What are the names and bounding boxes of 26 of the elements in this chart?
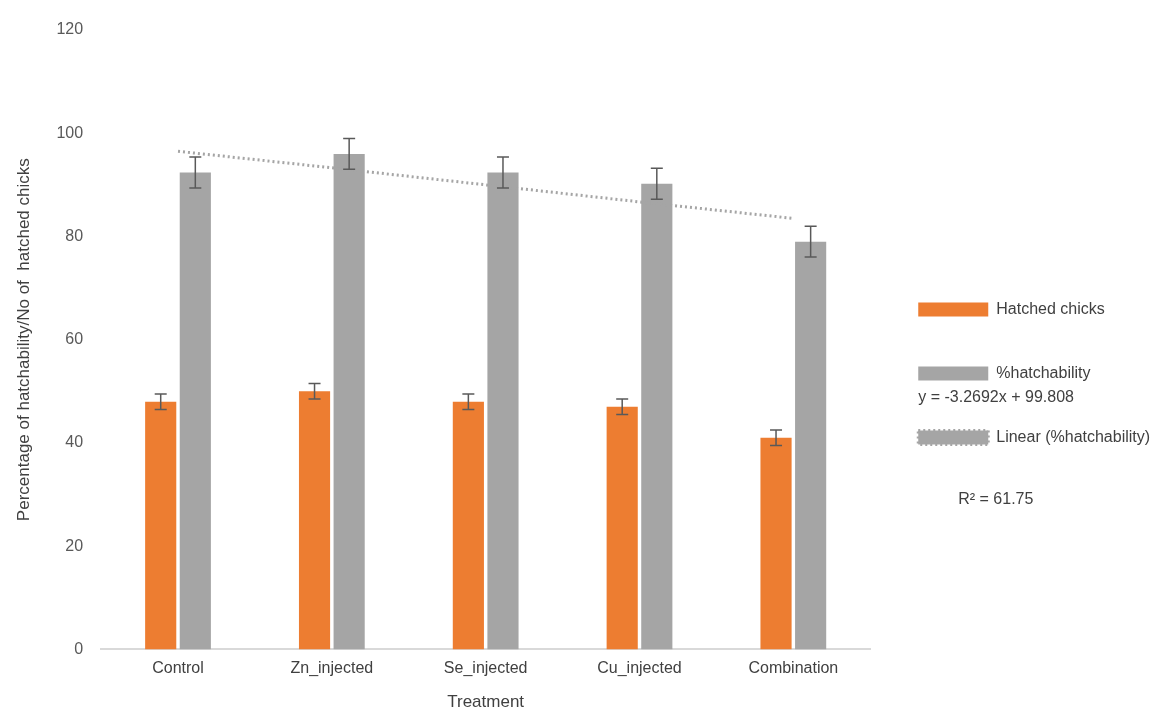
- legend-label: %hatchability: [996, 363, 1091, 381]
- bar: [452, 401, 484, 650]
- y-tick-label: 120: [56, 20, 84, 38]
- text: y = -3.2692x + 99.808: [918, 387, 1075, 405]
- text: R² = 61.75: [958, 489, 1034, 507]
- y-tick-label: 60: [65, 330, 84, 348]
- y-tick-label: 20: [65, 536, 84, 554]
- x-tick-label: Se_injected: [443, 659, 528, 678]
- x-axis-title: Treatment: [447, 692, 525, 712]
- y-axis-title: Percentage of hatchability/No of hatched chicks: [13, 158, 33, 522]
- x-tick-label: Cu_injected: [597, 659, 682, 678]
- x-tick-label: Combination: [748, 659, 839, 677]
- bar: [145, 401, 177, 650]
- y-tick-label: 0: [74, 639, 84, 657]
- bar: [179, 172, 211, 650]
- y-tick-label: 100: [56, 123, 84, 141]
- legend-label: Linear (%hatchability): [996, 427, 1151, 445]
- bar: [606, 406, 638, 650]
- y-tick-label: 40: [65, 433, 84, 451]
- y-tick-label: 80: [65, 226, 84, 244]
- x-tick-label: Control: [152, 659, 204, 677]
- bar: [795, 241, 827, 650]
- legend-label: Hatched chicks: [996, 299, 1105, 317]
- bar: [298, 391, 331, 650]
- bar: [760, 437, 792, 650]
- x-tick-label: Zn_injected: [290, 659, 374, 678]
